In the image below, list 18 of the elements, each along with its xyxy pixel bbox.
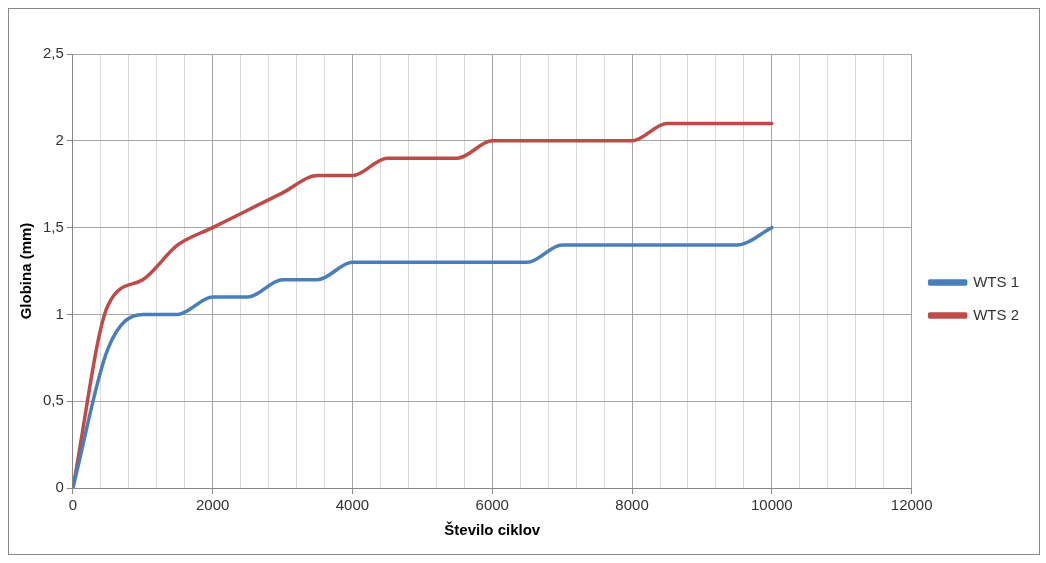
x-tick-label: 8000 — [615, 496, 649, 514]
y-tick-label: 1,5 — [42, 217, 64, 235]
x-tick-label: 2000 — [195, 496, 230, 514]
legend-label: WTS 2 — [973, 305, 1020, 323]
line-series — [72, 225, 774, 488]
x-tick-label: 4000 — [335, 496, 370, 514]
y-axis-title: Globina (mm) — [17, 222, 35, 320]
x-axis-title: Število ciklov — [444, 521, 541, 539]
y-tick-label: 0,5 — [42, 391, 64, 409]
y-tick-label: 2 — [55, 130, 64, 148]
x-tick-label: 0 — [68, 496, 78, 514]
y-tick-label: 0 — [55, 478, 64, 496]
y-tick-label: 1 — [55, 304, 64, 322]
x-tick-label: 6000 — [475, 496, 509, 514]
x-tick-label: 12000 — [890, 496, 933, 514]
x-tick-label: 10000 — [751, 496, 793, 514]
legend-label: WTS 1 — [973, 272, 1020, 290]
y-tick-label: 2,5 — [42, 44, 64, 62]
